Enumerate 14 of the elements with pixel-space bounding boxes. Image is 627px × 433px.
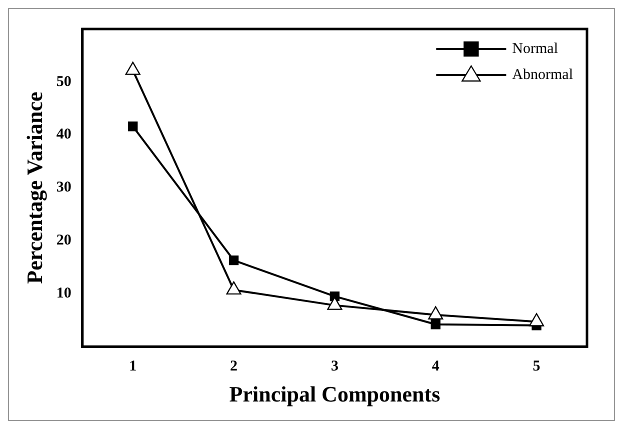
y-tick-label: 20 (56, 232, 72, 249)
x-tick-label: 4 (432, 358, 440, 374)
y-tick-label: 30 (56, 180, 72, 196)
y-axis-title: Percentage Variance (22, 92, 47, 284)
x-tick-label: 5 (532, 358, 540, 374)
x-tick-label: 1 (129, 358, 137, 374)
y-tick-label: 10 (56, 286, 72, 302)
x-tick-label: 3 (330, 358, 338, 374)
legend-label: Abnormal (512, 66, 574, 83)
y-tick-label: 50 (56, 74, 72, 90)
legend-label: Normal (512, 40, 558, 57)
x-tick-label: 2 (230, 358, 238, 374)
y-tick-label: 40 (56, 126, 72, 143)
x-axis-title: Principal Components (229, 381, 441, 406)
